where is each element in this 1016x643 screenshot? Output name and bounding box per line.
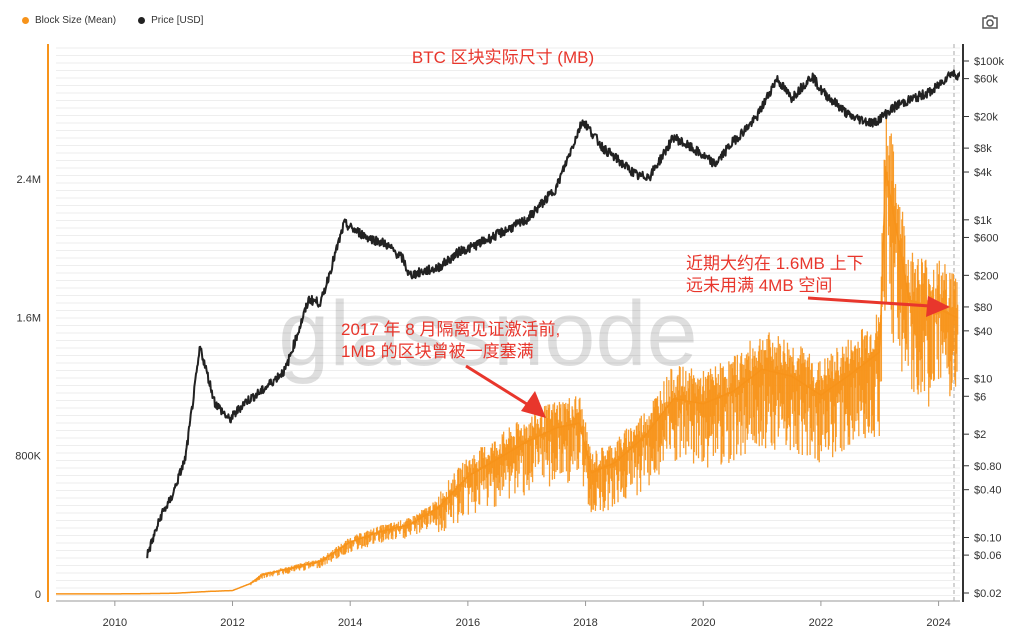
left-axis-ticks: 0 800K 1.6M 2.4M (15, 174, 41, 601)
annotation-recent-arrow (807, 296, 950, 317)
right-tick-label: $600 (974, 232, 998, 244)
annotation-segwit-line-1: 2017 年 8 月隔离见证激活前, (341, 320, 560, 339)
right-tick-label: $6 (974, 391, 986, 403)
block-size-legend-dot (22, 16, 29, 24)
annotation-segwit-arrow (465, 364, 546, 418)
legend-label: Block Size (Mean) (35, 14, 117, 26)
annotation-segwit-line-2: 1MB 的区块曾被一度塞满 (341, 342, 534, 361)
x-tick-label: 2016 (456, 617, 480, 629)
annotation-recent-line-1: 近期大约在 1.6MB 上下 (686, 254, 864, 273)
watermark: glassnode (278, 283, 697, 385)
right-tick-label: $2 (974, 429, 986, 441)
legend-item-price[interactable]: Price [USD] (138, 15, 203, 26)
x-tick-label: 2012 (220, 617, 244, 629)
left-tick-label: 800K (15, 451, 41, 463)
right-tick-label: $60k (974, 74, 998, 86)
left-tick-label: 1.6M (17, 312, 41, 324)
right-tick-label: $0.06 (974, 550, 1002, 562)
x-tick-label: 2024 (926, 617, 950, 629)
right-axis-ticks: $0.02 $0.06 $0.10 $0.40 $0.80 $2 $6 $10 $40 $80 $2… (963, 56, 1004, 600)
price-legend-dot (138, 16, 146, 24)
left-tick-label: 0 (35, 589, 41, 601)
annotation-recent-line-2: 远未用满 4MB 空间 (686, 276, 832, 295)
right-tick-label: $10 (974, 374, 992, 386)
right-tick-label: $0.40 (974, 485, 1002, 497)
right-tick-label: $0.02 (974, 588, 1002, 600)
right-tick-label: $200 (974, 270, 998, 282)
price-series (146, 69, 960, 559)
right-tick-label: $0.80 (974, 461, 1002, 473)
x-tick-label: 2020 (691, 617, 715, 629)
right-tick-label: $80 (974, 302, 992, 314)
x-tick-label: 2018 (573, 617, 597, 629)
camera-icon[interactable] (981, 14, 999, 30)
legend: Block Size (Mean) Price [USD] (22, 12, 203, 28)
x-axis-ticks: 2010 2012 2014 2016 2018 2020 2022 2024 (103, 601, 951, 629)
right-tick-label: $20k (974, 112, 998, 124)
right-tick-label: $1k (974, 215, 992, 227)
chart-title: BTC 区块实际尺寸 (MB) (412, 48, 594, 67)
right-tick-label: $8k (974, 143, 992, 155)
block-size-series (56, 169, 958, 595)
right-tick-label: $0.10 (974, 532, 1002, 544)
legend-label: Price [USD] (151, 14, 204, 26)
x-tick-label: 2014 (338, 617, 362, 629)
x-tick-label: 2022 (809, 617, 833, 629)
left-tick-label: 2.4M (17, 174, 41, 186)
legend-item-block-size[interactable]: Block Size (Mean) (22, 15, 116, 26)
x-tick-label: 2010 (103, 617, 127, 629)
right-tick-label: $40 (974, 326, 992, 338)
right-tick-label: $4k (974, 167, 992, 179)
right-tick-label: $100k (974, 56, 1004, 68)
